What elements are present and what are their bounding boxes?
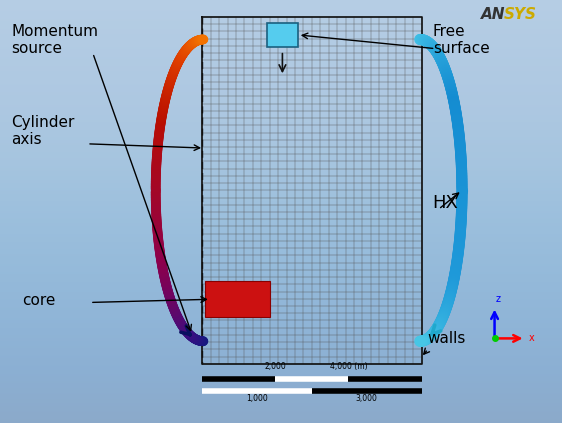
Text: z: z bbox=[496, 294, 501, 305]
Text: AN: AN bbox=[481, 7, 505, 22]
Bar bbox=[267, 23, 298, 47]
Text: Free
surface: Free surface bbox=[433, 24, 490, 56]
Text: 4,000 (m): 4,000 (m) bbox=[330, 362, 367, 371]
Bar bbox=[205, 281, 270, 317]
Text: 3,000: 3,000 bbox=[356, 393, 378, 403]
Text: 2,000: 2,000 bbox=[265, 362, 286, 371]
Text: Momentum
source: Momentum source bbox=[11, 24, 98, 56]
Text: HX: HX bbox=[433, 194, 459, 212]
Text: SYS: SYS bbox=[504, 7, 537, 22]
Text: walls: walls bbox=[427, 331, 465, 346]
Text: 1,000: 1,000 bbox=[246, 393, 268, 403]
Text: core: core bbox=[22, 293, 56, 308]
Text: Cylinder
axis: Cylinder axis bbox=[11, 115, 75, 147]
Text: x: x bbox=[528, 333, 534, 343]
